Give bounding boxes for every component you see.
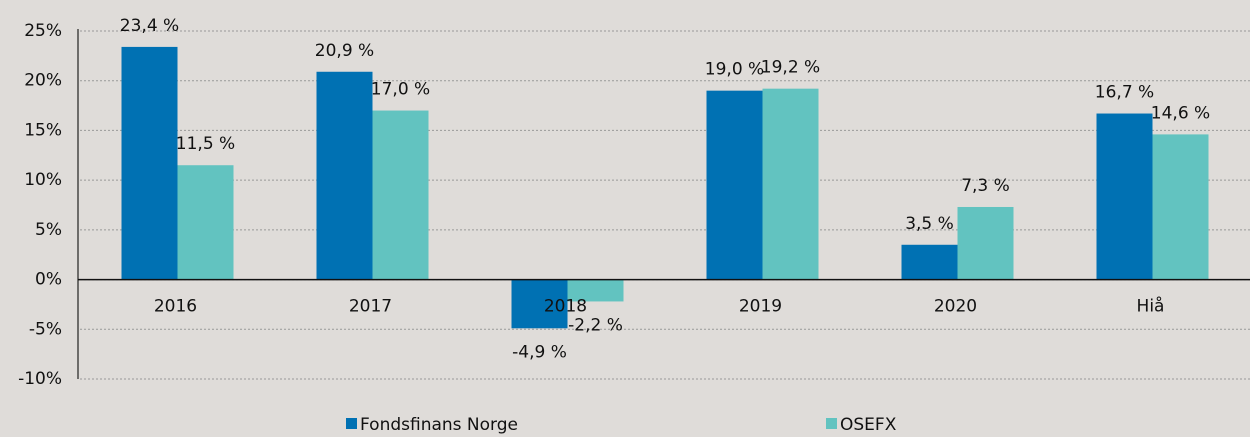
data-label: 14,6 % xyxy=(1151,103,1210,123)
y-tick-label: -5% xyxy=(29,319,62,339)
data-label: 11,5 % xyxy=(176,134,235,154)
y-tick-label: -10% xyxy=(18,369,62,389)
x-tick-label: 2020 xyxy=(934,297,977,317)
bar xyxy=(316,71,373,280)
bar xyxy=(567,279,624,302)
bar xyxy=(511,279,568,329)
bar xyxy=(372,110,429,280)
data-label: -2,2 % xyxy=(568,315,623,335)
data-label: -4,9 % xyxy=(512,342,567,362)
x-tick-label: Hiå xyxy=(1137,296,1165,317)
data-label: 7,3 % xyxy=(961,176,1010,196)
bar xyxy=(177,165,234,280)
bar xyxy=(1096,113,1153,280)
y-tick-label: 15% xyxy=(24,120,62,140)
x-tick-label: 2018 xyxy=(544,297,587,317)
data-label: 16,7 % xyxy=(1095,83,1154,103)
y-tick-label: 5% xyxy=(35,220,62,240)
x-tick-label: 2017 xyxy=(349,297,392,317)
bar xyxy=(957,206,1014,280)
bar xyxy=(901,244,958,280)
data-label: 19,0 % xyxy=(705,60,764,80)
y-tick-label: 0% xyxy=(35,270,62,290)
legend-swatch xyxy=(826,418,837,429)
y-tick-label: 20% xyxy=(24,71,62,91)
legend-label: OSEFX xyxy=(840,415,897,435)
data-label: 17,0 % xyxy=(371,80,430,100)
legend-swatch xyxy=(346,418,357,429)
y-tick-label: 25% xyxy=(24,21,62,41)
x-tick-label: 2016 xyxy=(154,297,197,317)
bar xyxy=(762,88,819,280)
data-label: 19,2 % xyxy=(761,58,820,78)
bar xyxy=(1152,134,1209,280)
legend-label: Fondsfinans Norge xyxy=(360,415,518,435)
y-tick-label: 10% xyxy=(24,170,62,190)
x-tick-label: 2019 xyxy=(739,297,782,317)
bar xyxy=(121,46,178,280)
data-label: 23,4 % xyxy=(120,16,179,36)
bar xyxy=(706,90,763,280)
data-label: 20,9 % xyxy=(315,41,374,61)
data-label: 3,5 % xyxy=(905,214,954,234)
